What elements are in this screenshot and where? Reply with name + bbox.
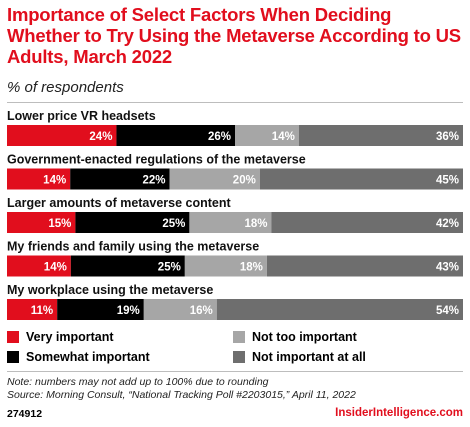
legend-swatch — [233, 331, 245, 343]
data-label: 18% — [240, 262, 263, 274]
data-label: 19% — [117, 305, 140, 317]
bar-segment — [216, 299, 463, 320]
category-label: My workplace using the metaverse — [7, 283, 213, 297]
bar-segment — [7, 255, 71, 277]
bar-segment — [271, 212, 463, 233]
bar-segment — [70, 168, 170, 190]
bar-segment — [143, 299, 217, 320]
legend-label: Not too important — [252, 330, 357, 344]
bar-segment — [235, 125, 299, 146]
data-label: 24% — [89, 131, 112, 143]
category-label: Government-enacted regulations of the me… — [7, 153, 306, 167]
legend-item-not-too-important: Not too important — [233, 330, 357, 344]
bar-segment — [7, 168, 71, 190]
data-label: 16% — [190, 305, 213, 317]
bar-segment — [75, 212, 190, 233]
legend-label: Not important at all — [252, 350, 366, 364]
bottom-divider — [7, 371, 463, 372]
bar-segment — [189, 212, 272, 233]
legend-item-somewhat-important: Somewhat important — [7, 350, 150, 364]
data-label: 15% — [48, 218, 71, 230]
bar-segment — [169, 168, 260, 190]
legend-swatch — [7, 331, 19, 343]
bar-segment — [259, 168, 463, 190]
data-label: 54% — [436, 305, 459, 317]
bar-segment — [7, 299, 58, 320]
bar-segment — [298, 125, 463, 146]
bar-segment — [116, 125, 235, 146]
data-label: 26% — [208, 131, 231, 143]
brand-link[interactable]: InsiderIntelligence.com — [335, 407, 463, 419]
top-divider — [7, 102, 463, 103]
footnote: Note: numbers may not add up to 100% due… — [7, 376, 356, 402]
legend-label: Very important — [26, 330, 114, 344]
bar-segment — [70, 255, 185, 277]
data-label: 25% — [158, 262, 181, 274]
stacked-bar-chart: Lower price VR headsets 24% 26% 14% 36% Gover… — [7, 109, 463, 320]
chart-subtitle: % of respondents — [7, 79, 124, 96]
data-label: 22% — [143, 175, 166, 187]
data-label: 14% — [272, 131, 295, 143]
data-label: 20% — [233, 175, 256, 187]
data-label: 14% — [44, 262, 67, 274]
data-label: 42% — [436, 218, 459, 230]
bar-segment — [184, 255, 267, 277]
legend-swatch — [7, 351, 19, 363]
legend-item-very-important: Very important — [7, 330, 114, 344]
bar-segment — [7, 125, 117, 146]
data-label: 45% — [436, 175, 459, 187]
legend-label: Somewhat important — [26, 350, 150, 364]
legend-swatch — [233, 351, 245, 363]
category-label: My friends and family using the metavers… — [7, 240, 259, 254]
source-note: Source: Morning Consult, “National Track… — [7, 389, 356, 401]
chart-title: Importance of Select Factors When Decidi… — [7, 4, 461, 67]
category-label: Lower price VR headsets — [7, 109, 156, 123]
data-label: 25% — [162, 218, 185, 230]
legend-item-not-important-at-all: Not important at all — [233, 350, 366, 364]
bar-segment — [57, 299, 144, 320]
chart-legend: Very important Somewhat important Not to… — [7, 330, 463, 370]
rounding-note: Note: numbers may not add up to 100% due… — [7, 376, 269, 388]
chart-id: 274912 — [7, 408, 43, 420]
data-label: 11% — [31, 305, 53, 317]
bar-segment — [7, 212, 76, 233]
bar-segment — [266, 255, 463, 277]
data-label: 43% — [436, 262, 459, 274]
category-label: Larger amounts of metaverse content — [7, 196, 232, 210]
data-label: 14% — [43, 175, 66, 187]
data-label: 36% — [436, 131, 459, 143]
data-label: 18% — [244, 218, 267, 230]
